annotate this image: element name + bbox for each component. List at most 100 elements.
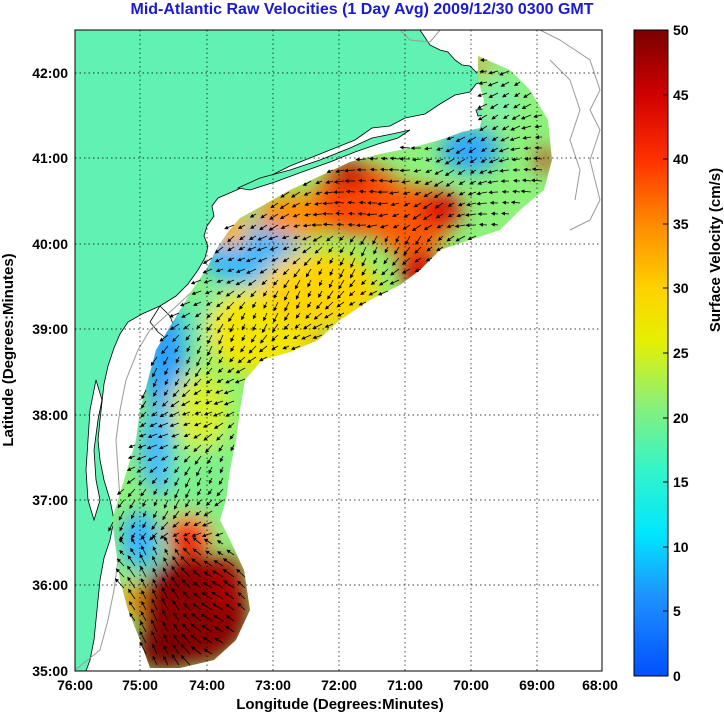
velocity-arrow bbox=[324, 301, 334, 310]
velocity-arrow bbox=[236, 290, 246, 299]
velocity-arrow bbox=[284, 290, 290, 301]
velocity-arrow bbox=[173, 612, 180, 622]
velocity-arrow bbox=[402, 224, 411, 230]
velocity-arrow bbox=[444, 158, 455, 165]
velocity-arrow bbox=[469, 158, 477, 164]
velocity-arrow bbox=[273, 312, 279, 323]
velocity-arrow bbox=[172, 521, 180, 528]
velocity-arrow bbox=[302, 180, 312, 186]
velocity-arrow bbox=[225, 411, 235, 417]
velocity-arrow bbox=[327, 290, 334, 300]
velocity-arrow bbox=[128, 444, 136, 448]
velocity-arrow bbox=[262, 290, 268, 297]
velocity-arrow bbox=[426, 246, 433, 252]
velocity-arrow bbox=[141, 600, 147, 611]
velocity-arrow bbox=[279, 202, 290, 209]
velocity-arrow bbox=[208, 466, 213, 475]
velocity-arrow bbox=[183, 422, 191, 427]
velocity-arrow bbox=[329, 268, 334, 277]
velocity-arrow bbox=[172, 600, 180, 611]
velocity-arrow bbox=[422, 202, 433, 210]
velocity-arrow bbox=[446, 235, 455, 242]
velocity-arrow bbox=[152, 578, 158, 589]
velocity-arrow bbox=[347, 200, 356, 205]
velocity-arrow bbox=[163, 389, 169, 396]
velocity-arrow bbox=[138, 477, 147, 486]
velocity-arrow bbox=[280, 191, 290, 198]
velocity-arrow bbox=[215, 532, 224, 537]
velocity-arrow bbox=[191, 532, 202, 538]
velocity-arrow bbox=[205, 499, 213, 506]
velocity-arrow bbox=[477, 92, 488, 97]
velocity-arrow bbox=[358, 178, 367, 183]
velocity-arrows bbox=[108, 58, 543, 666]
velocity-arrow bbox=[213, 422, 224, 429]
velocity-arrow bbox=[218, 334, 224, 345]
lat-tick-labels: 35:00 36:00 37:00 38:00 39:00 40:00 41:0… bbox=[32, 65, 68, 679]
velocity-arrow bbox=[126, 466, 136, 471]
velocity-arrow bbox=[216, 290, 224, 295]
velocity-arrow bbox=[318, 279, 323, 287]
velocity-arrow bbox=[164, 548, 169, 556]
velocity-arrow bbox=[161, 345, 169, 355]
velocity-arrow bbox=[304, 202, 312, 206]
colorbar-tick: 40 bbox=[673, 151, 689, 167]
velocity-arrow bbox=[207, 455, 213, 465]
velocity-arrow bbox=[490, 147, 499, 152]
velocity-arrow bbox=[368, 189, 378, 194]
velocity-arrow bbox=[487, 180, 499, 185]
velocity-arrow bbox=[152, 655, 158, 666]
colorbar-tick: 20 bbox=[673, 410, 689, 426]
velocity-arrow bbox=[185, 334, 191, 341]
velocity-arrow bbox=[202, 268, 213, 274]
velocity-arrow bbox=[131, 532, 136, 539]
lat-lon-grid bbox=[75, 30, 602, 671]
velocity-arrow bbox=[203, 560, 213, 567]
velocity-arrow bbox=[193, 433, 202, 439]
velocity-arrow bbox=[498, 147, 510, 153]
velocity-arrow bbox=[172, 334, 180, 343]
velocity-arrow bbox=[239, 301, 246, 310]
velocity-arrow bbox=[521, 125, 532, 130]
velocity-arrow bbox=[161, 609, 169, 622]
velocity-arrow bbox=[250, 224, 257, 229]
velocity-arrow bbox=[296, 301, 301, 310]
velocity-arrow bbox=[279, 213, 290, 220]
velocity-arrow bbox=[227, 422, 235, 429]
velocity-arrow bbox=[181, 633, 191, 644]
velocity-arrow bbox=[213, 400, 224, 405]
velocity-arrow bbox=[378, 213, 389, 218]
velocity-arrow bbox=[510, 147, 521, 152]
velocity-arrow bbox=[392, 213, 400, 218]
velocity-arrow bbox=[136, 455, 147, 461]
velocity-arrow bbox=[140, 488, 147, 497]
velocity-arrow bbox=[258, 345, 268, 353]
velocity-arrow bbox=[191, 558, 202, 567]
colorbar-tick: 0 bbox=[673, 668, 681, 684]
colorbar-label: Surface Velocity (cm/s) bbox=[707, 168, 724, 332]
velocity-arrow bbox=[514, 92, 521, 97]
velocity-arrow bbox=[256, 246, 268, 252]
velocity-arrow bbox=[479, 125, 488, 132]
velocity-arrow bbox=[405, 235, 411, 246]
velocity-arrow bbox=[196, 466, 202, 477]
velocity-arrow bbox=[479, 69, 488, 74]
velocity-arrow bbox=[292, 213, 301, 218]
velocity-arrow bbox=[294, 323, 301, 329]
velocity-arrow bbox=[271, 345, 279, 351]
velocity-arrow bbox=[225, 378, 235, 384]
velocity-arrow bbox=[184, 521, 191, 526]
velocity-arrow bbox=[192, 537, 202, 545]
velocity-arrow bbox=[153, 499, 158, 507]
velocity-arrow bbox=[225, 625, 235, 633]
velocity-arrow bbox=[252, 323, 257, 332]
velocity-arrow bbox=[481, 147, 488, 152]
velocity-arrow bbox=[414, 268, 422, 273]
velocity-arrow bbox=[217, 367, 224, 373]
velocity-arrow bbox=[302, 246, 312, 254]
velocity-arrow bbox=[203, 510, 213, 517]
velocity-arrow bbox=[250, 290, 257, 298]
velocity-arrow bbox=[293, 235, 301, 240]
velocity-arrow bbox=[290, 191, 301, 198]
velocity-arrow bbox=[468, 147, 477, 154]
